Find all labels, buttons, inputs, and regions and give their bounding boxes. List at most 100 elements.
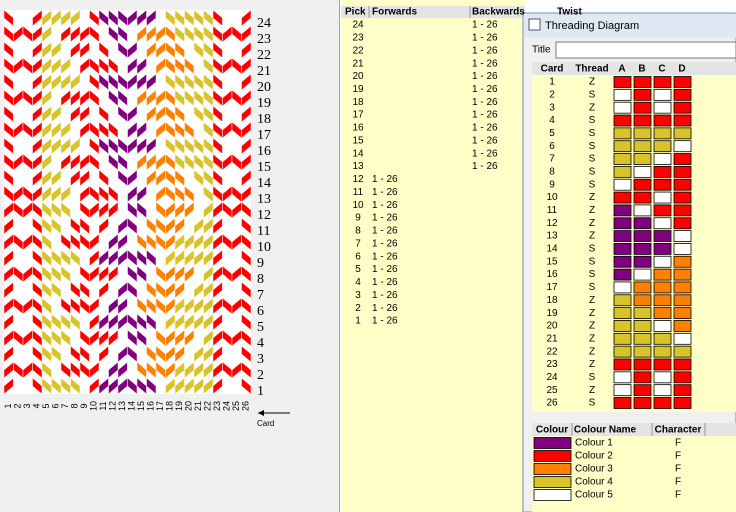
pick-number: 14 — [257, 176, 271, 191]
hole-cell — [653, 281, 672, 294]
card-number: 3 — [22, 403, 32, 408]
hole-cell — [673, 88, 692, 101]
hole-cell — [673, 243, 692, 255]
pick-cell: 19 — [352, 84, 364, 95]
card-cell: 15 — [546, 256, 558, 267]
hole-cell — [653, 371, 672, 384]
colour-header: Colour — [536, 425, 568, 436]
card-number: 11 — [98, 401, 108, 410]
pick-number: 10 — [257, 240, 271, 255]
card-number: 14 — [127, 401, 137, 411]
card-number: 22 — [203, 401, 213, 411]
pick-number: 1 — [257, 384, 264, 399]
backwards-cell: 1 - 26 — [472, 71, 498, 82]
card-number: 5 — [41, 403, 51, 408]
colour-character: F — [675, 490, 681, 501]
hole-cell — [653, 358, 672, 371]
hole-cell — [673, 255, 692, 268]
pick-cell: 15 — [352, 135, 364, 146]
card-cell: 25 — [546, 385, 558, 396]
hole-cell — [673, 127, 692, 140]
pick-cell: 12 — [352, 174, 364, 185]
card-arrowhead — [258, 410, 264, 416]
card-cell: 4 — [549, 115, 555, 126]
pick-number: 13 — [257, 192, 271, 207]
hole-cell — [673, 294, 692, 307]
backwards-cell: 1 - 26 — [472, 33, 498, 44]
hole-cell — [633, 255, 652, 268]
thread-cell: Z — [589, 205, 595, 216]
thread-cell: Z — [589, 77, 595, 88]
weave-cell — [241, 57, 252, 75]
pick-number: 23 — [257, 32, 271, 47]
pick-cell: 1 — [355, 316, 361, 327]
thread-cell: S — [589, 89, 596, 100]
hole-cell — [673, 178, 692, 191]
backwards-cell: 1 - 26 — [472, 148, 498, 159]
hole-cell — [633, 127, 652, 140]
colour-header-bg — [532, 423, 736, 436]
card-number: 7 — [60, 403, 70, 408]
card-cell: 5 — [549, 128, 555, 139]
card-number: 21 — [193, 401, 203, 411]
card-cell: 20 — [546, 321, 558, 332]
hole-cell — [633, 358, 652, 371]
hole-cell — [613, 243, 632, 255]
card-number: 10 — [89, 401, 99, 411]
weave-cell — [241, 73, 252, 91]
hole-cell — [613, 397, 632, 409]
hole-cell — [653, 76, 672, 88]
thread-cell: S — [589, 115, 596, 126]
pick-cell: 5 — [355, 264, 361, 275]
colour-name: Colour 5 — [575, 490, 613, 501]
forwards-cell: 1 - 26 — [372, 174, 398, 185]
hole-cell — [673, 307, 692, 320]
hole-cell — [633, 397, 652, 409]
thread-cell: S — [589, 256, 596, 267]
pick-number: 19 — [257, 96, 271, 111]
title-input[interactable] — [555, 41, 736, 59]
card-cell: 23 — [546, 359, 558, 370]
hole-cell — [653, 320, 672, 332]
card-number: 2 — [13, 403, 23, 408]
hole-cell — [633, 320, 652, 332]
card-cell: 17 — [546, 282, 558, 293]
hole-cell — [613, 204, 632, 217]
pick-cell: 22 — [352, 45, 364, 56]
pick-number: 16 — [257, 144, 271, 159]
thread-cell: Z — [589, 231, 595, 242]
card-number: 18 — [165, 401, 175, 411]
card-cell: 2 — [549, 89, 555, 100]
title-label: Title — [532, 45, 551, 56]
backwards-cell: 1 - 26 — [472, 135, 498, 146]
hole-cell — [633, 307, 652, 320]
card-number: 6 — [51, 403, 61, 408]
forwards-cell: 1 - 26 — [372, 303, 398, 314]
hole-cell — [613, 294, 632, 307]
hole-cell — [613, 230, 632, 242]
hole-cell — [673, 281, 692, 294]
backwards-cell: 1 - 26 — [472, 58, 498, 69]
card-number: 1 — [3, 403, 13, 408]
hole-cell — [673, 114, 692, 127]
hole-cell — [653, 101, 672, 114]
hole-cell — [633, 114, 652, 127]
hole-cell — [673, 320, 692, 332]
card-cell: 18 — [546, 295, 558, 306]
pick-cell: 16 — [352, 123, 364, 134]
hole-cell — [673, 384, 692, 397]
thread-cell: Z — [589, 295, 595, 306]
forwards-cell: 1 - 26 — [372, 213, 398, 224]
hole-cell — [653, 204, 672, 217]
hole-cell — [673, 140, 692, 153]
hole-cell — [653, 153, 672, 165]
hole-cell — [673, 204, 692, 217]
colour-character: F — [675, 477, 681, 488]
forwards-cell: 1 - 26 — [372, 251, 398, 262]
hole-cell — [653, 140, 672, 153]
card-number: 15 — [136, 401, 146, 411]
pick-cell: 6 — [355, 251, 361, 262]
thread-cell: Z — [589, 218, 595, 229]
hole-cell — [633, 140, 652, 153]
pick-number: 5 — [257, 320, 264, 335]
